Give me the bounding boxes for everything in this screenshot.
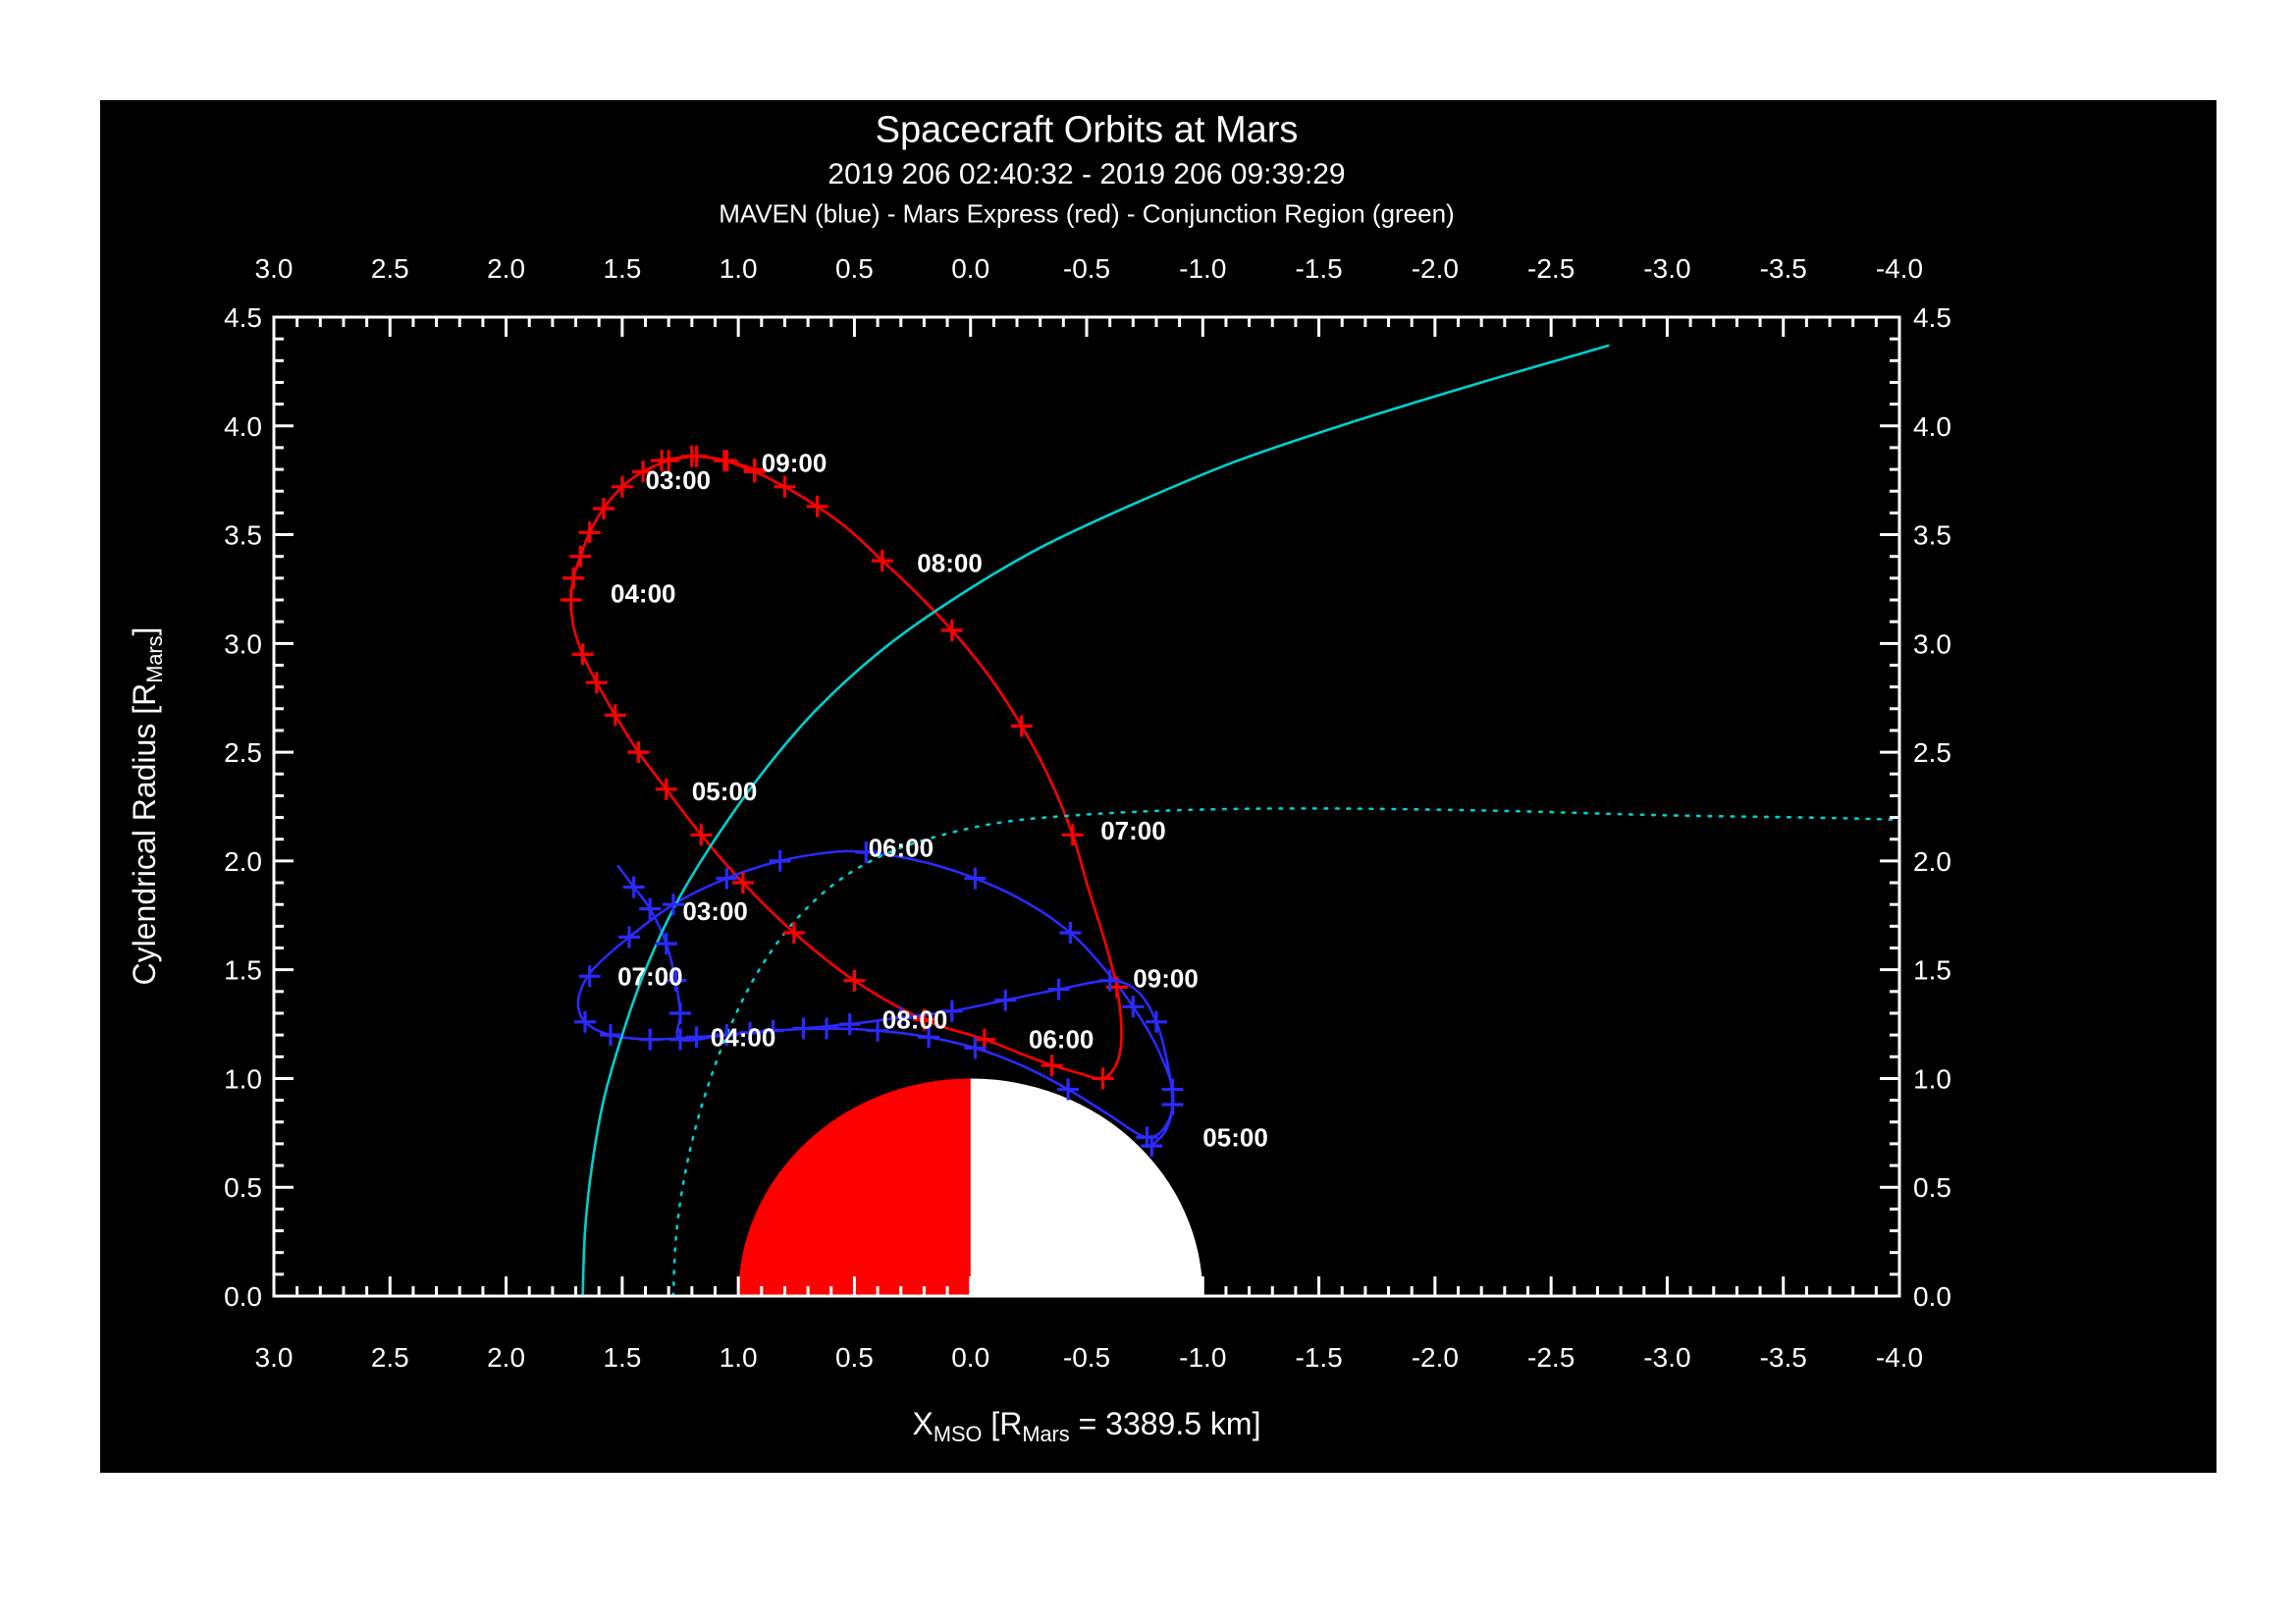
tick-label: -3.5	[1760, 253, 1807, 284]
tick-label: -0.5	[1063, 1342, 1110, 1373]
tick-label: 0.0	[1913, 1281, 1951, 1312]
time-label-maven-0900: 09:00	[1133, 964, 1199, 994]
tick-label: 0.5	[835, 253, 874, 284]
tick-label: 4.5	[1913, 302, 1951, 333]
x-axis-label-subscript-mars: Mars	[1022, 1422, 1070, 1447]
time-label-maven-0400: 04:00	[711, 1022, 776, 1052]
maven-time-tick-marks	[574, 841, 1184, 1158]
series-legend: MAVEN (blue) - Mars Express (red) - Conj…	[719, 198, 1455, 229]
tick-label: 3.0	[1913, 628, 1951, 659]
time-label-mars-express-0800: 08:00	[917, 548, 983, 577]
time-label-maven-0600: 06:00	[869, 834, 934, 863]
time-label-mars-express-0700: 07:00	[1100, 816, 1166, 845]
time-range-subtitle: 2019 206 02:40:32 - 2019 206 09:39:29	[828, 158, 1346, 190]
tick-label: 3.5	[1913, 520, 1951, 551]
x-axis-label-subscript-mso: MSO	[933, 1422, 983, 1447]
time-label-mars-express-0400: 04:00	[611, 578, 676, 608]
tick-label: 1.5	[1913, 955, 1951, 986]
mars-express-path	[569, 455, 1123, 1081]
tick-label: -1.5	[1295, 1342, 1342, 1373]
mars-nightside	[970, 1078, 1203, 1296]
tick-label: 4.0	[1913, 411, 1951, 442]
time-label-maven-0300: 03:00	[682, 896, 748, 926]
time-label-mars-express-0900: 09:00	[762, 448, 828, 477]
tick-label: 0.0	[224, 1281, 262, 1312]
axis-tick-labels: 3.0 3.0 2.5 2.5 2.0 2.0 1.5 1.5 1.0 1.0 0.5 0.5 0.0 0…	[224, 253, 1951, 1373]
tick-label: -2.0	[1412, 253, 1459, 284]
page-title: Spacecraft Orbits at Mars	[875, 109, 1299, 151]
y-axis-label-subscript: Mars	[142, 635, 168, 683]
tick-label: 1.0	[1913, 1063, 1951, 1094]
tick-label: 1.5	[603, 253, 641, 284]
tick-label: 1.5	[224, 955, 262, 986]
tick-label: 3.0	[255, 253, 294, 284]
tick-label: 1.5	[603, 1342, 641, 1373]
mars-dayside	[738, 1078, 971, 1296]
tick-label: 1.0	[720, 253, 758, 284]
time-label-maven-0500: 05:00	[1202, 1122, 1268, 1152]
time-label-mars-express-0500: 05:00	[692, 777, 758, 806]
tick-label: 0.0	[951, 253, 989, 284]
tick-label: 2.5	[371, 253, 409, 284]
axis-tick-marks	[272, 315, 1901, 1298]
tick-label: 0.5	[1913, 1172, 1951, 1203]
time-label-maven-0800: 08:00	[882, 1005, 948, 1035]
tick-label: -1.0	[1179, 1342, 1226, 1373]
tick-label: 2.0	[1913, 846, 1951, 877]
tick-label: 3.0	[224, 628, 262, 659]
tick-label: -3.0	[1643, 1342, 1690, 1373]
tick-label: 4.0	[224, 411, 262, 442]
tick-label: -2.5	[1527, 1342, 1575, 1373]
tick-label: 0.5	[224, 1172, 262, 1203]
tick-label: 1.0	[720, 1342, 758, 1373]
tick-label: 2.0	[487, 253, 525, 284]
tick-label: -3.5	[1760, 1342, 1807, 1373]
tick-label: -4.0	[1876, 253, 1923, 284]
tick-label: -1.0	[1179, 253, 1226, 284]
x-axis-label-text: X	[912, 1405, 934, 1441]
tick-label: -4.0	[1876, 1342, 1923, 1373]
tick-label: -2.0	[1412, 1342, 1459, 1373]
tick-label: -3.0	[1643, 253, 1690, 284]
mars-express-time-tick-marks	[560, 445, 1128, 1090]
plot-frame	[272, 315, 1901, 1298]
tick-label: 4.5	[224, 302, 262, 333]
tick-label: 3.5	[224, 520, 262, 551]
time-label-mars-express-0300: 03:00	[646, 465, 712, 495]
y-axis-label: Cylendrical Radius [RMars]	[127, 627, 168, 986]
tick-label: 3.0	[255, 1342, 294, 1373]
y-axis-label-close: ]	[126, 626, 162, 636]
tick-label: 0.5	[835, 1342, 874, 1373]
time-label-mars-express-0600: 06:00	[1029, 1025, 1095, 1055]
x-axis-label: XMSO [RMars = 3389.5 km]	[913, 1406, 1261, 1447]
tick-label: 2.5	[1913, 737, 1951, 768]
tick-label: -2.5	[1527, 253, 1575, 284]
tick-label: 2.5	[371, 1342, 409, 1373]
tick-label: -0.5	[1063, 253, 1110, 284]
time-label-maven-0700: 07:00	[617, 961, 683, 991]
y-axis-label-text: Cylendrical Radius [R	[126, 682, 162, 986]
tick-label: 1.0	[224, 1063, 262, 1094]
tick-label: 2.0	[487, 1342, 525, 1373]
boundary-solid-path	[581, 344, 1610, 1297]
tick-label: -1.5	[1295, 253, 1342, 284]
tick-label: 0.0	[951, 1342, 989, 1373]
x-axis-label-end: = 3389.5 km]	[1069, 1405, 1261, 1441]
tick-label: 2.0	[224, 846, 262, 877]
x-axis-label-mid: [R	[982, 1405, 1023, 1441]
time-annotations: 03:00 09:00 04:00 08:00 05:00 07:00 06:00 03:00…	[611, 448, 1268, 1152]
tick-label: 2.5	[224, 737, 262, 768]
